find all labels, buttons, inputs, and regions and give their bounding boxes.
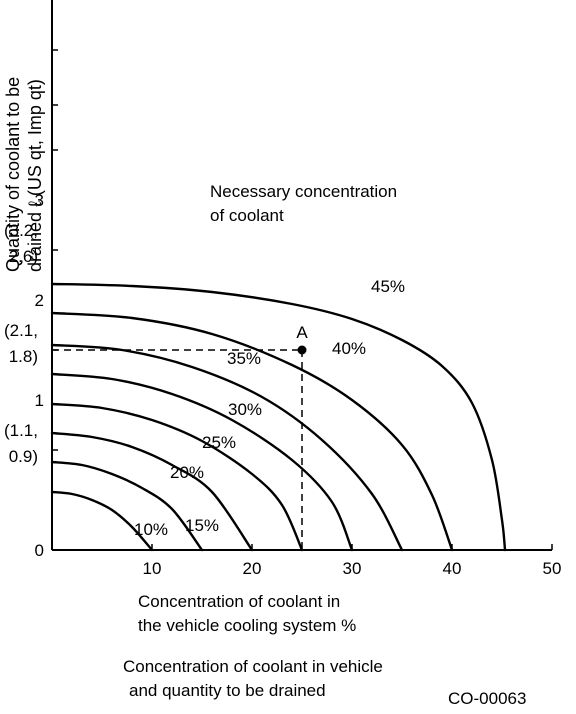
curve-label-45pct: 45% (371, 277, 405, 296)
y-tick-label-3-line-2: 2.6) (9, 247, 38, 266)
y-axis-label-line-1: Quantity of coolant to be (3, 76, 23, 272)
curve-30pct (50, 372, 354, 552)
x-tick-label-40: 40 (443, 559, 462, 578)
y-tick-label-0: 0 (35, 541, 44, 560)
point-a-marker (297, 345, 307, 355)
x-axis-label-line-2: the vehicle cooling system % (138, 616, 357, 635)
curve-20pct (50, 431, 254, 552)
x-tick-label-10: 10 (143, 559, 162, 578)
caption-line-2: and quantity to be drained (129, 681, 326, 700)
y-axis-label: Quantity of coolant to be drained ℓ (US … (2, 2, 66, 272)
curve-label-10pct: 10% (134, 520, 168, 539)
chart-caption: Concentration of coolant in vehicle and … (123, 655, 383, 703)
y-tick-label-2-line-2: 1.8) (9, 347, 38, 366)
curve-25pct (50, 402, 304, 552)
curve-label-15pct: 15% (185, 516, 219, 535)
curve-15pct (50, 460, 204, 552)
chart-curves (50, 282, 507, 552)
y-tick-label-3-value: 3 (35, 191, 44, 210)
y-tick-label-2-line-1: (2.1, (4, 321, 38, 340)
y-tick-label-1-value: 1 (35, 391, 44, 410)
caption-line-1: Concentration of coolant in vehicle (123, 657, 383, 676)
y-tick-label-2-value: 2 (35, 291, 44, 310)
x-axis-label: Concentration of coolant in the vehicle … (138, 590, 356, 638)
point-a-label: A (296, 323, 308, 342)
y-tick-label-1-line-2: 0.9) (9, 447, 38, 466)
x-tick-label-30: 30 (343, 559, 362, 578)
curve-35pct (50, 343, 404, 552)
curve-label-35pct: 35% (227, 349, 261, 368)
x-tick-label-20: 20 (243, 559, 262, 578)
curve-40pct (50, 311, 454, 552)
chart-labels: 10% 15% 20% 25% 30% 35% 40% 45% A (134, 277, 405, 539)
figure-code: CO-00063 (448, 689, 527, 708)
chart-ticks: 10 20 30 40 50 0 1 (1.1, 0.9) 2 (2.1, 1.8) 3 (3.2, 2.6… (4, 49, 562, 578)
chart-annotation: Necessary concentration of coolant (210, 180, 397, 228)
curve-label-25pct: 25% (202, 433, 236, 452)
curve-label-20pct: 20% (170, 463, 204, 482)
x-axis-label-line-1: Concentration of coolant in (138, 592, 341, 611)
annotation-line-1: Necessary concentration (210, 182, 398, 201)
y-tick-label-1-line-1: (1.1, (4, 421, 38, 440)
curve-10pct (50, 490, 154, 552)
curve-45pct (50, 282, 507, 552)
annotation-line-2: of coolant (210, 206, 284, 225)
curve-label-40pct: 40% (332, 339, 366, 358)
x-tick-label-50: 50 (543, 559, 562, 578)
y-tick-label-3-line-1: (3.2, (4, 221, 38, 240)
y-axis-label-line-2: drained ℓ (US qt, Imp qt) (25, 79, 45, 272)
curve-label-30pct: 30% (228, 400, 262, 419)
